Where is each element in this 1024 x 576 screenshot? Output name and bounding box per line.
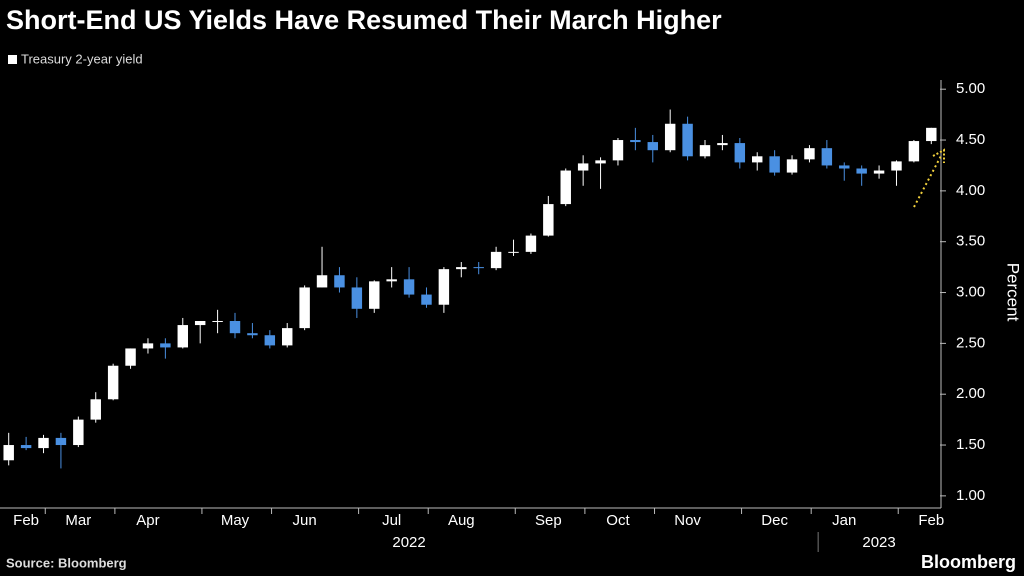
candle-body <box>369 281 380 309</box>
candle-body <box>612 140 624 161</box>
candle-body <box>525 235 537 252</box>
candle-body <box>821 148 833 166</box>
candle-body <box>160 343 171 348</box>
candle-body <box>769 156 780 173</box>
candle-body <box>20 445 32 449</box>
candle-body <box>473 267 484 269</box>
candle-body <box>351 287 363 309</box>
candle-body <box>421 294 432 305</box>
y-tick-label: 4.00 <box>956 182 985 199</box>
y-tick-label: 1.50 <box>956 436 985 453</box>
candle-body <box>856 168 867 174</box>
candle-body <box>873 170 885 174</box>
annotation-arrow-head <box>932 148 945 163</box>
x-tick-label: Sep <box>535 512 562 529</box>
y-tick-label: 2.50 <box>956 334 985 351</box>
candle-body <box>804 148 815 160</box>
candle-body <box>316 275 328 288</box>
candle-body <box>682 123 693 157</box>
candle-body <box>839 165 850 169</box>
y-tick-label: 5.00 <box>956 80 985 97</box>
brand: Bloomberg <box>921 552 1016 572</box>
candle-body <box>647 142 658 151</box>
x-tick-label: Oct <box>606 512 630 529</box>
candle-body <box>299 287 310 329</box>
candle-body <box>508 251 519 253</box>
candle-body <box>595 160 606 164</box>
x-tick-label: Mar <box>65 512 91 529</box>
x-tick-label: Jan <box>832 512 856 529</box>
candle-body <box>3 445 14 461</box>
x-tick-label: Nov <box>674 512 701 529</box>
annotation-arrow <box>913 153 943 208</box>
x-tick-label: Feb <box>918 512 944 529</box>
legend-label: Treasury 2-year yield <box>21 51 143 66</box>
candle-body <box>699 145 711 157</box>
candle-body <box>55 437 67 446</box>
candle-body <box>891 161 902 171</box>
chart-title: Short-End US Yields Have Resumed Their M… <box>6 5 722 35</box>
legend-swatch <box>8 55 17 64</box>
y-tick-label: 3.50 <box>956 233 985 250</box>
x-tick-label: Dec <box>761 512 788 529</box>
y-tick-label: 4.50 <box>956 131 985 148</box>
candle-body <box>543 204 554 236</box>
candle-body <box>142 343 154 349</box>
candle-body <box>664 123 676 151</box>
candle-body <box>403 279 415 295</box>
candle-body <box>107 365 119 400</box>
candle-body <box>490 251 502 269</box>
y-axis-label: Percent <box>1004 263 1023 322</box>
x-tick-label: Aug <box>448 512 475 529</box>
candle-body <box>908 141 920 162</box>
y-tick-label: 3.00 <box>956 284 985 301</box>
x-tick-label: Feb <box>13 512 39 529</box>
candle-body <box>577 163 589 171</box>
candle-body <box>125 348 136 366</box>
candle-body <box>212 321 223 322</box>
year-label: 2022 <box>392 534 425 551</box>
candle-body <box>386 279 397 282</box>
candle-body <box>194 321 206 326</box>
x-tick-label: Jun <box>293 512 317 529</box>
candle-body <box>734 143 746 163</box>
x-tick-label: May <box>221 512 250 529</box>
source: Source: Bloomberg <box>6 555 127 570</box>
year-label: 2023 <box>862 534 895 551</box>
x-tick-label: Jul <box>382 512 401 529</box>
y-tick-label: 1.00 <box>956 487 985 504</box>
candle-body <box>38 437 49 449</box>
candle-body <box>717 143 728 146</box>
candle-body <box>73 419 84 446</box>
candle-body <box>926 127 937 142</box>
candle-body <box>456 267 467 270</box>
candle-body <box>630 140 641 143</box>
x-tick-label: Apr <box>136 512 159 529</box>
candle-body <box>264 335 276 346</box>
candle-body <box>334 275 345 288</box>
candle-body <box>229 321 241 334</box>
candle-body <box>247 333 258 336</box>
y-tick-label: 2.00 <box>956 385 985 402</box>
candle-body <box>438 269 450 305</box>
candle-body <box>786 159 798 173</box>
candle-body <box>177 325 188 348</box>
candle-body <box>90 399 101 420</box>
candle-body <box>560 170 571 205</box>
candle-body <box>752 156 763 163</box>
candle-body <box>282 328 293 346</box>
